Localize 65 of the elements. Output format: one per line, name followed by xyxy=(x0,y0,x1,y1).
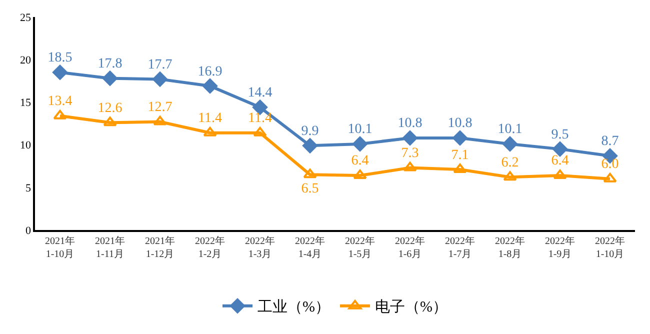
point xyxy=(103,116,117,126)
data-label: 12.7 xyxy=(148,100,172,116)
data-label: 10.8 xyxy=(398,116,422,132)
data-label: 10.8 xyxy=(448,116,472,132)
data-label: 11.4 xyxy=(198,111,222,126)
legend-label: 工业（%） xyxy=(258,298,330,316)
data-label: 6.0 xyxy=(601,157,619,172)
x-tick-label: 2022年 1-3月 xyxy=(245,234,275,260)
x-tick-label: 2022年 1-5月 xyxy=(345,234,375,260)
point xyxy=(353,169,367,179)
point xyxy=(553,169,567,179)
data-label: 6.5 xyxy=(301,181,319,196)
x-tick-label: 2021年 1-10月 xyxy=(45,234,75,260)
data-label: 17.7 xyxy=(148,57,172,72)
point xyxy=(603,172,617,182)
data-label: 9.5 xyxy=(551,127,569,142)
data-label: 6.4 xyxy=(551,154,569,169)
data-label: 16.9 xyxy=(198,64,222,80)
data-label: 6.4 xyxy=(351,154,369,169)
data-label: 12.6 xyxy=(98,100,122,116)
data-label: 7.1 xyxy=(451,148,469,163)
point xyxy=(452,130,468,146)
point xyxy=(403,162,417,172)
y-tick-label: 5 xyxy=(26,182,32,194)
point xyxy=(303,168,317,178)
x-tick-label: 2022年 1-4月 xyxy=(295,234,325,260)
data-label: 18.5 xyxy=(48,50,72,66)
data-label: 14.4 xyxy=(248,86,272,101)
x-tick-label: 2021年 1-11月 xyxy=(95,234,125,260)
y-tick-label: 0 xyxy=(26,224,32,237)
x-tick-label: 2022年 1-10月 xyxy=(595,234,625,260)
data-label: 9.9 xyxy=(301,124,319,139)
data-label: 17.8 xyxy=(98,56,122,72)
y-tick-label: 20 xyxy=(20,54,32,66)
data-label: 8.7 xyxy=(601,134,619,150)
y-tick-label: 15 xyxy=(20,97,32,110)
x-tick-label: 2022年 1-6月 xyxy=(395,234,425,260)
data-label: 13.4 xyxy=(48,94,72,110)
x-tick-label: 2022年 1-7月 xyxy=(445,234,475,260)
point xyxy=(453,164,467,174)
point xyxy=(253,126,267,136)
point xyxy=(152,72,168,87)
legend-label: 电子（%） xyxy=(375,298,448,316)
data-label: 7.3 xyxy=(401,146,419,162)
x-tick-label: 2022年 1-9月 xyxy=(545,234,575,260)
point xyxy=(503,171,517,181)
data-label: 6.2 xyxy=(501,155,519,170)
data-label: 11.4 xyxy=(248,111,272,126)
point xyxy=(52,64,68,80)
point xyxy=(502,136,518,152)
x-tick-label: 2021年 1-12月 xyxy=(145,234,175,260)
data-label: 10.1 xyxy=(348,122,372,138)
point xyxy=(203,126,217,136)
point xyxy=(302,138,318,154)
data-label: 10.1 xyxy=(498,122,522,138)
point xyxy=(352,136,368,152)
point xyxy=(102,70,118,86)
y-tick-label: 25 xyxy=(20,12,32,24)
point xyxy=(402,130,418,146)
x-tick-label: 2022年 1-2月 xyxy=(195,234,225,260)
point xyxy=(53,110,67,120)
point xyxy=(202,78,218,94)
x-tick-label: 2022年 1-8月 xyxy=(495,234,525,260)
point xyxy=(153,116,167,126)
y-tick-label: 10 xyxy=(20,140,32,152)
